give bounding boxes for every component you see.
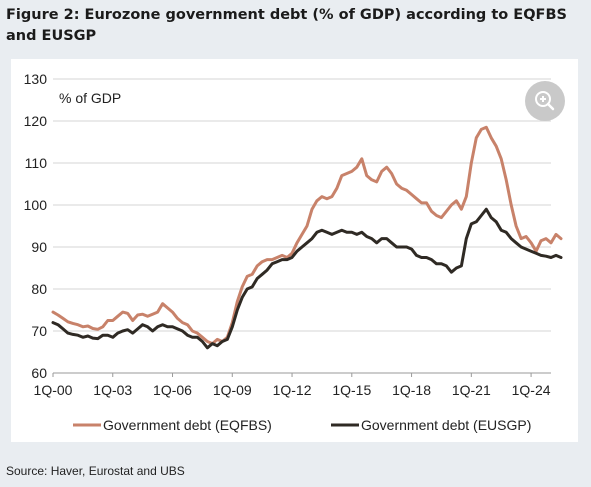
series-line-2 <box>51 207 563 350</box>
x-tick-label: 1Q-06 <box>153 382 192 398</box>
x-tick-label: 1Q-21 <box>452 382 491 398</box>
y-tick-label: 80 <box>31 281 47 297</box>
y-tick-label: 70 <box>31 323 47 339</box>
legend: Government debt (EQFBS) Government debt (… <box>73 417 531 433</box>
y-axis-ticks: 60 70 80 90 100 110 120 130 <box>24 71 48 381</box>
y-tick-label: 60 <box>31 365 47 381</box>
chart-panel: 60 70 80 90 100 110 120 130 1Q-00 1Q-03 1Q-06 1Q-0… <box>11 59 578 442</box>
x-axis: 1Q-00 1Q-03 1Q-06 1Q-09 1Q-12 1Q-15 1Q-18 1Q-21… <box>34 372 551 398</box>
y-tick-label: 90 <box>31 239 47 255</box>
y-tick-label: 110 <box>25 155 48 171</box>
figure-title: Figure 2: Eurozone government debt (% of… <box>6 7 567 44</box>
x-tick-label: 1Q-03 <box>93 382 132 398</box>
gridlines <box>53 78 551 332</box>
source-note: Source: Haver, Eurostat and UBS <box>6 464 185 478</box>
legend-label-2: Government debt (EUSGP) <box>361 417 531 433</box>
y-axis-label: % of GDP <box>59 90 121 106</box>
legend-label-1: Government debt (EQFBS) <box>103 417 272 433</box>
x-tick-label: 1Q-09 <box>213 382 252 398</box>
y-tick-label: 120 <box>24 113 48 129</box>
x-tick-label: 1Q-15 <box>332 382 371 398</box>
y-tick-label: 130 <box>24 71 48 87</box>
x-tick-label: 1Q-00 <box>34 382 73 398</box>
y-tick-label: 100 <box>24 197 48 213</box>
zoom-button[interactable] <box>525 81 565 121</box>
x-tick-label: 1Q-12 <box>273 382 312 398</box>
series-lines <box>51 125 563 350</box>
zoom-in-icon <box>535 91 555 111</box>
x-tick-label: 1Q-24 <box>512 382 551 398</box>
x-tick-label: 1Q-18 <box>392 382 431 398</box>
series-line-1 <box>51 125 563 346</box>
